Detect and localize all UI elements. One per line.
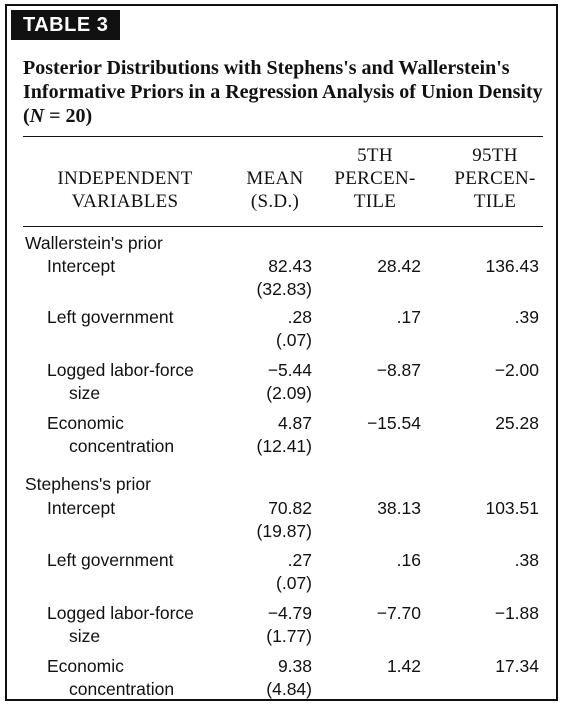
title-text-after-n: = 20) bbox=[44, 105, 93, 127]
column-header-5th-percentile: 5TH PERCEN- TILE bbox=[325, 144, 425, 213]
cell-mean: 4.87 (12.41) bbox=[222, 412, 312, 458]
row-label-line1: Logged labor-force bbox=[47, 603, 194, 623]
cell-5th-percentile: 38.13 bbox=[377, 498, 421, 518]
table-frame: TABLE 3 Posterior Distributions with Ste… bbox=[5, 4, 558, 701]
cell-sd-value: (.07) bbox=[276, 330, 312, 350]
cell-5th-percentile: .16 bbox=[396, 550, 421, 570]
cell-mean-value: 4.87 bbox=[277, 413, 312, 433]
column-header-variables-line2: VARIABLES bbox=[71, 191, 179, 212]
cell-mean: 70.82 (19.87) bbox=[222, 497, 312, 543]
row-label-line1: Economic bbox=[47, 656, 124, 676]
row-label: Intercept bbox=[47, 255, 115, 278]
group-label-wallerstein: Wallerstein's prior bbox=[25, 233, 163, 253]
cell-mean: −4.79 (1.77) bbox=[222, 602, 312, 648]
column-header-variables: INDEPENDENT VARIABLES bbox=[25, 167, 225, 213]
column-header-5th-line1: 5TH bbox=[357, 145, 393, 166]
table-number-label: TABLE 3 bbox=[11, 10, 121, 40]
column-header-5th-line2: PERCEN- bbox=[334, 168, 416, 189]
cell-mean: .28 (.07) bbox=[222, 306, 312, 352]
cell-mean: 82.43 (32.83) bbox=[222, 255, 312, 301]
cell-5th-percentile: 1.42 bbox=[386, 656, 421, 676]
cell-95th-percentile: 103.51 bbox=[485, 498, 539, 518]
cell-95th-percentile: 136.43 bbox=[485, 256, 539, 276]
cell-5th-percentile: −15.54 bbox=[366, 413, 421, 433]
cell-mean: −5.44 (2.09) bbox=[222, 359, 312, 405]
title-n-symbol: N bbox=[29, 105, 45, 127]
column-header-mean-line2: (S.D.) bbox=[250, 191, 300, 212]
header-bottom-rule bbox=[23, 226, 543, 227]
row-label-line2: size bbox=[69, 626, 101, 646]
cell-mean-value: 82.43 bbox=[268, 256, 312, 276]
cell-mean-value: .28 bbox=[287, 307, 312, 327]
column-header-5th-line3: TILE bbox=[353, 191, 397, 212]
cell-5th-percentile: −7.70 bbox=[376, 603, 421, 623]
title-text-before-n: Posterior Distributions with Stephens's … bbox=[23, 57, 543, 127]
row-label: Economic concentration bbox=[47, 412, 174, 458]
cell-mean-value: 9.38 bbox=[277, 656, 312, 676]
row-label: Intercept bbox=[47, 497, 115, 520]
cell-sd-value: (19.87) bbox=[256, 521, 312, 541]
cell-5th-percentile: −8.87 bbox=[376, 360, 421, 380]
cell-sd-value: (4.84) bbox=[266, 679, 312, 699]
column-header-mean: MEAN (S.D.) bbox=[235, 167, 315, 213]
cell-mean-value: −4.79 bbox=[267, 603, 312, 623]
row-label: Left government bbox=[47, 306, 173, 329]
row-label-line2: concentration bbox=[69, 436, 175, 456]
row-label-line1: Logged labor-force bbox=[47, 360, 194, 380]
column-header-mean-line1: MEAN bbox=[246, 168, 304, 189]
header-top-rule bbox=[23, 136, 543, 137]
cell-sd-value: (12.41) bbox=[256, 436, 312, 456]
cell-5th-percentile: .17 bbox=[396, 307, 421, 327]
row-label: Logged labor-force size bbox=[47, 359, 194, 405]
cell-sd-value: (.07) bbox=[276, 573, 312, 593]
column-header-95th-line3: TILE bbox=[473, 191, 517, 212]
row-label-line1: Left government bbox=[47, 307, 174, 327]
cell-95th-percentile: .38 bbox=[514, 550, 539, 570]
group-label-stephens: Stephens's prior bbox=[25, 474, 151, 494]
table-title: Posterior Distributions with Stephens's … bbox=[23, 56, 543, 128]
row-label-line1: Intercept bbox=[47, 498, 116, 518]
cell-95th-percentile: −2.00 bbox=[494, 360, 539, 380]
cell-mean-value: −5.44 bbox=[267, 360, 312, 380]
cell-95th-percentile: 17.34 bbox=[495, 656, 539, 676]
cell-sd-value: (32.83) bbox=[256, 279, 312, 299]
cell-95th-percentile: −1.88 bbox=[494, 603, 539, 623]
cell-mean: 9.38 (4.84) bbox=[222, 655, 312, 701]
cell-mean: .27 (.07) bbox=[222, 549, 312, 595]
cell-mean-value: 70.82 bbox=[268, 498, 312, 518]
column-header-95th-line1: 95TH bbox=[472, 145, 518, 166]
row-label-line2: size bbox=[69, 383, 101, 403]
column-header-95th-line2: PERCEN- bbox=[454, 168, 536, 189]
row-label: Logged labor-force size bbox=[47, 602, 194, 648]
row-label-line1: Economic bbox=[47, 413, 124, 433]
cell-sd-value: (1.77) bbox=[266, 626, 312, 646]
row-label: Economic concentration bbox=[47, 655, 174, 701]
cell-95th-percentile: 25.28 bbox=[495, 413, 539, 433]
column-header-variables-line1: INDEPENDENT bbox=[57, 168, 193, 189]
cell-sd-value: (2.09) bbox=[266, 383, 312, 403]
row-label-line1: Left government bbox=[47, 550, 174, 570]
column-header-95th-percentile: 95TH PERCEN- TILE bbox=[443, 144, 547, 213]
cell-5th-percentile: 28.42 bbox=[377, 256, 421, 276]
row-label-line2: concentration bbox=[69, 679, 175, 699]
cell-mean-value: .27 bbox=[287, 550, 312, 570]
cell-95th-percentile: .39 bbox=[514, 307, 539, 327]
row-label: Left government bbox=[47, 549, 173, 572]
row-label-line1: Intercept bbox=[47, 256, 116, 276]
